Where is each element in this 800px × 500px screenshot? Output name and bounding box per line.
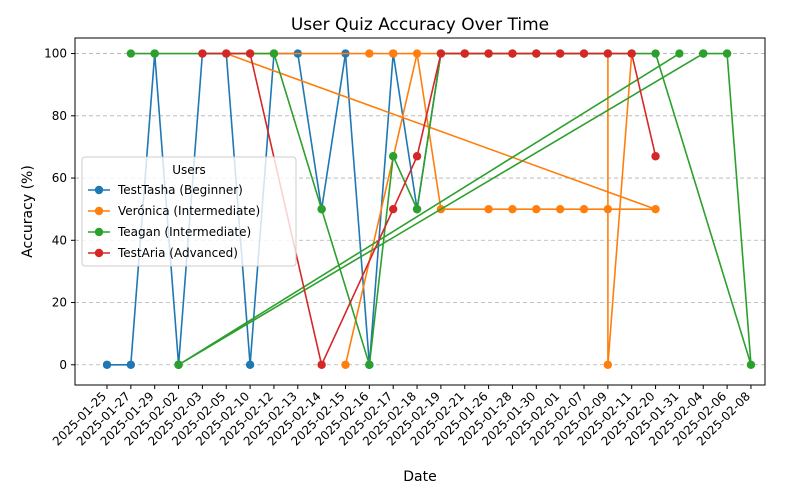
data-point xyxy=(245,360,255,369)
data-point xyxy=(603,49,613,58)
data-point xyxy=(269,49,279,58)
legend-label: TestTasha (Beginner) xyxy=(117,183,243,197)
data-point xyxy=(460,49,469,58)
data-point xyxy=(412,204,422,214)
legend-label: Teagan (Intermediate) xyxy=(117,225,251,239)
data-point xyxy=(150,49,159,58)
data-point xyxy=(746,360,756,369)
legend-item: Teagan (Intermediate) xyxy=(88,225,251,239)
y-tick-label: 100 xyxy=(44,47,67,61)
y-tick-label: 60 xyxy=(52,171,67,185)
data-point xyxy=(126,49,136,58)
data-point xyxy=(222,49,231,58)
y-tick-label: 0 xyxy=(59,358,67,372)
data-point xyxy=(579,204,589,214)
data-point xyxy=(555,49,565,58)
legend-label: TestAria (Advanced) xyxy=(117,246,238,260)
chart-title: User Quiz Accuracy Over Time xyxy=(291,15,549,35)
data-point xyxy=(651,152,660,161)
y-tick-label: 40 xyxy=(52,233,67,247)
data-point xyxy=(365,360,374,369)
data-point xyxy=(102,360,112,369)
data-point xyxy=(412,49,422,58)
legend-box xyxy=(81,156,297,267)
data-point xyxy=(174,360,183,369)
data-point xyxy=(389,204,398,214)
legend-item: TestAria (Advanced) xyxy=(88,246,238,260)
data-point xyxy=(317,204,326,214)
data-point xyxy=(555,204,565,214)
data-point xyxy=(508,204,517,214)
data-point xyxy=(603,204,613,214)
data-point xyxy=(436,49,446,58)
data-point xyxy=(579,49,589,58)
data-point xyxy=(389,152,398,161)
data-point xyxy=(484,204,493,214)
data-point xyxy=(722,49,732,58)
data-point xyxy=(341,360,350,369)
data-point xyxy=(484,49,493,58)
y-tick-label: 80 xyxy=(52,109,67,123)
plot-area-frame xyxy=(74,37,766,386)
series-layer xyxy=(102,49,756,369)
legend-marker xyxy=(94,227,104,237)
data-point xyxy=(699,49,708,58)
data-point xyxy=(389,49,398,58)
legend-item: Verónica (Intermediate) xyxy=(88,204,260,218)
y-axis-title: Accuracy (%) xyxy=(20,165,36,258)
data-point xyxy=(245,49,255,58)
data-point xyxy=(651,204,660,214)
data-point xyxy=(651,49,660,58)
series-3 xyxy=(198,49,660,369)
data-point xyxy=(365,49,374,58)
x-axis-title: Date xyxy=(403,469,436,485)
y-tick-label: 20 xyxy=(52,296,67,310)
legend-label: Verónica (Intermediate) xyxy=(118,204,260,218)
data-point xyxy=(508,49,517,58)
legend-marker xyxy=(94,185,104,195)
data-point xyxy=(675,49,684,58)
data-point xyxy=(412,152,422,161)
legend-marker xyxy=(94,206,104,216)
data-point xyxy=(532,49,541,58)
data-point xyxy=(317,360,326,369)
legend: Users TestTasha (Beginner) Verónica (Inte… xyxy=(81,156,297,267)
data-point xyxy=(126,360,136,369)
axis-layer: 0204060801002025-01-252025-01-272025-01-… xyxy=(44,47,753,449)
data-point xyxy=(198,49,207,58)
data-point xyxy=(603,360,613,369)
data-point xyxy=(627,49,636,58)
legend-item: TestTasha (Beginner) xyxy=(88,183,243,197)
legend-title: Users xyxy=(172,163,206,177)
data-point xyxy=(532,204,541,214)
legend-marker xyxy=(94,248,104,258)
